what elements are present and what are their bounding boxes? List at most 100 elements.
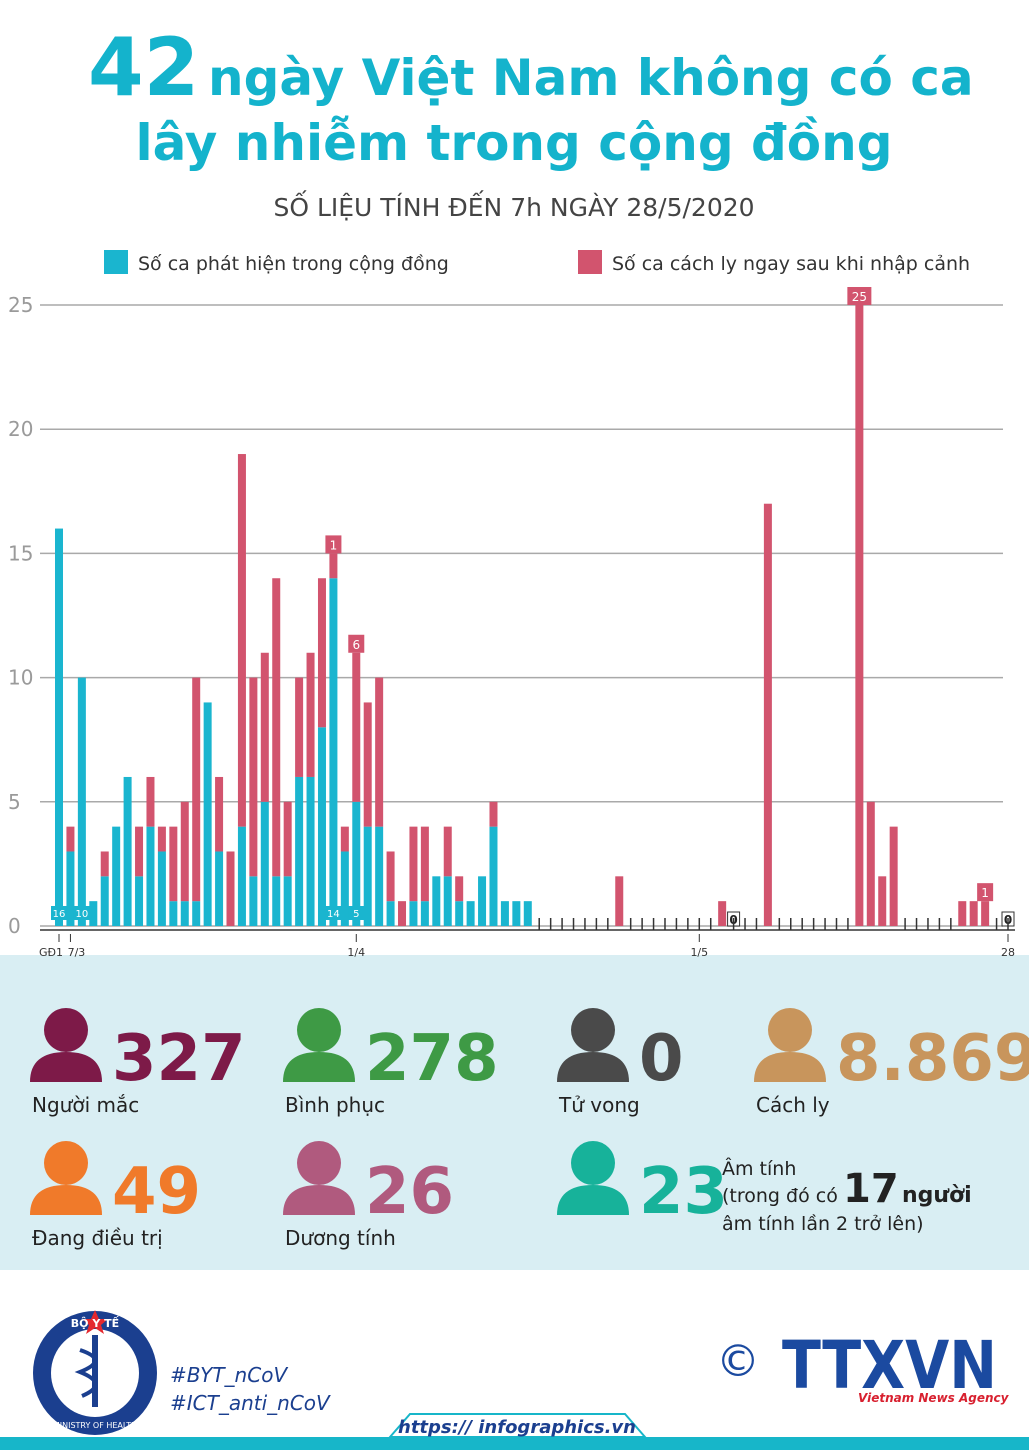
stat-value: 49 (112, 1155, 201, 1229)
bar (718, 901, 727, 926)
stat-value: 23 (639, 1155, 728, 1229)
value-label: 14 (327, 909, 340, 920)
value-label-box (51, 906, 67, 920)
bar (203, 702, 212, 926)
bar (478, 876, 487, 926)
stat-value: 26 (365, 1155, 454, 1229)
x-tick-label: GĐ1 (39, 946, 63, 959)
bar (157, 826, 166, 852)
value-label-box (348, 906, 365, 920)
bar (443, 876, 452, 926)
negative-note-unit: người (902, 1183, 972, 1208)
bar (386, 851, 395, 902)
bar (420, 901, 429, 926)
value-label: 1 (981, 886, 989, 900)
stats-background (0, 955, 1029, 1270)
y-tick-label: 25 (8, 293, 33, 317)
bar (455, 901, 464, 926)
copyright: © (716, 1336, 760, 1387)
subtitle: SỐ LIỆU TÍNH ĐẾN 7h NGÀY 28/5/2020 (273, 190, 754, 222)
bar (146, 776, 155, 827)
bar (409, 826, 418, 902)
bar (889, 826, 898, 926)
bar (523, 901, 532, 926)
agency-logo: TTXVN (782, 1327, 997, 1404)
legend-swatch (104, 250, 128, 274)
bar (386, 901, 395, 926)
legend-label: Số ca cách ly ngay sau khi nhập cảnh (612, 253, 970, 275)
value-label-box (977, 883, 994, 902)
bar (66, 826, 75, 852)
bar (512, 901, 521, 926)
bar (66, 851, 75, 926)
title-number: 42 (88, 21, 199, 114)
person-icon-head (768, 1008, 812, 1052)
x-tick-label: 28 (1001, 946, 1015, 959)
bar (969, 901, 978, 926)
footer-band (0, 1437, 1029, 1450)
stat-value: 8.869 (836, 1022, 1029, 1096)
person-icon-head (297, 1141, 341, 1185)
legend-swatch (578, 250, 602, 274)
person-icon-body (557, 1185, 629, 1215)
stat-label: Dương tính (285, 1226, 396, 1250)
bar (489, 801, 498, 827)
person-icon-head (44, 1008, 88, 1052)
bar (135, 826, 144, 877)
stat-value: 278 (365, 1022, 499, 1096)
bar (295, 776, 304, 926)
x-tick-label: 7/3 (68, 946, 86, 959)
person-icon-head (44, 1141, 88, 1185)
bar (283, 876, 292, 926)
bar (352, 801, 361, 926)
person-icon-body (754, 1052, 826, 1082)
bar (409, 901, 418, 926)
bar (260, 801, 269, 926)
bar (981, 901, 990, 926)
bar (100, 876, 109, 926)
bar (455, 876, 464, 902)
stat-label: Tử vong (558, 1093, 640, 1117)
bar (169, 826, 178, 902)
x-tick-label: 1/4 (347, 946, 365, 959)
bar (192, 901, 201, 926)
bar (295, 677, 304, 777)
logo-top: BỘ Y TẾ (71, 1315, 120, 1330)
bar (77, 677, 86, 926)
stat-label: Bình phục (285, 1093, 385, 1117)
y-tick-label: 10 (8, 666, 33, 690)
bar (169, 901, 178, 926)
y-tick-label: 5 (8, 790, 21, 814)
bar (317, 727, 326, 926)
person-icon-body (283, 1052, 355, 1082)
legend-label: Số ca phát hiện trong cộng đồng (138, 253, 449, 275)
negative-label: Âm tính (722, 1157, 796, 1180)
value-label-box (847, 287, 872, 305)
bar (432, 876, 441, 926)
hashtag: #BYT_nCoV (170, 1363, 288, 1387)
bar (215, 851, 224, 926)
negative-note-number: 17 (843, 1166, 899, 1212)
bar (249, 876, 258, 926)
person-icon-body (30, 1052, 102, 1082)
value-label: 16 (53, 909, 66, 920)
x-tick-label: 1/5 (690, 946, 708, 959)
value-label: 1 (330, 538, 338, 552)
url: https:// infographics.vn (398, 1417, 636, 1438)
bar (763, 503, 772, 926)
bar (272, 578, 281, 877)
bar (489, 826, 498, 926)
person-icon-head (297, 1008, 341, 1052)
bar (237, 454, 246, 827)
bar (180, 901, 189, 926)
logo-snake (74, 1348, 98, 1398)
bar (306, 776, 315, 926)
bar (226, 851, 235, 926)
bar (958, 901, 967, 926)
bar (340, 826, 349, 852)
value-label: 25 (852, 290, 867, 304)
title-line2: lây nhiễm trong cộng đồng (135, 114, 892, 172)
title-line1: ngày Việt Nam không có ca (208, 49, 974, 107)
